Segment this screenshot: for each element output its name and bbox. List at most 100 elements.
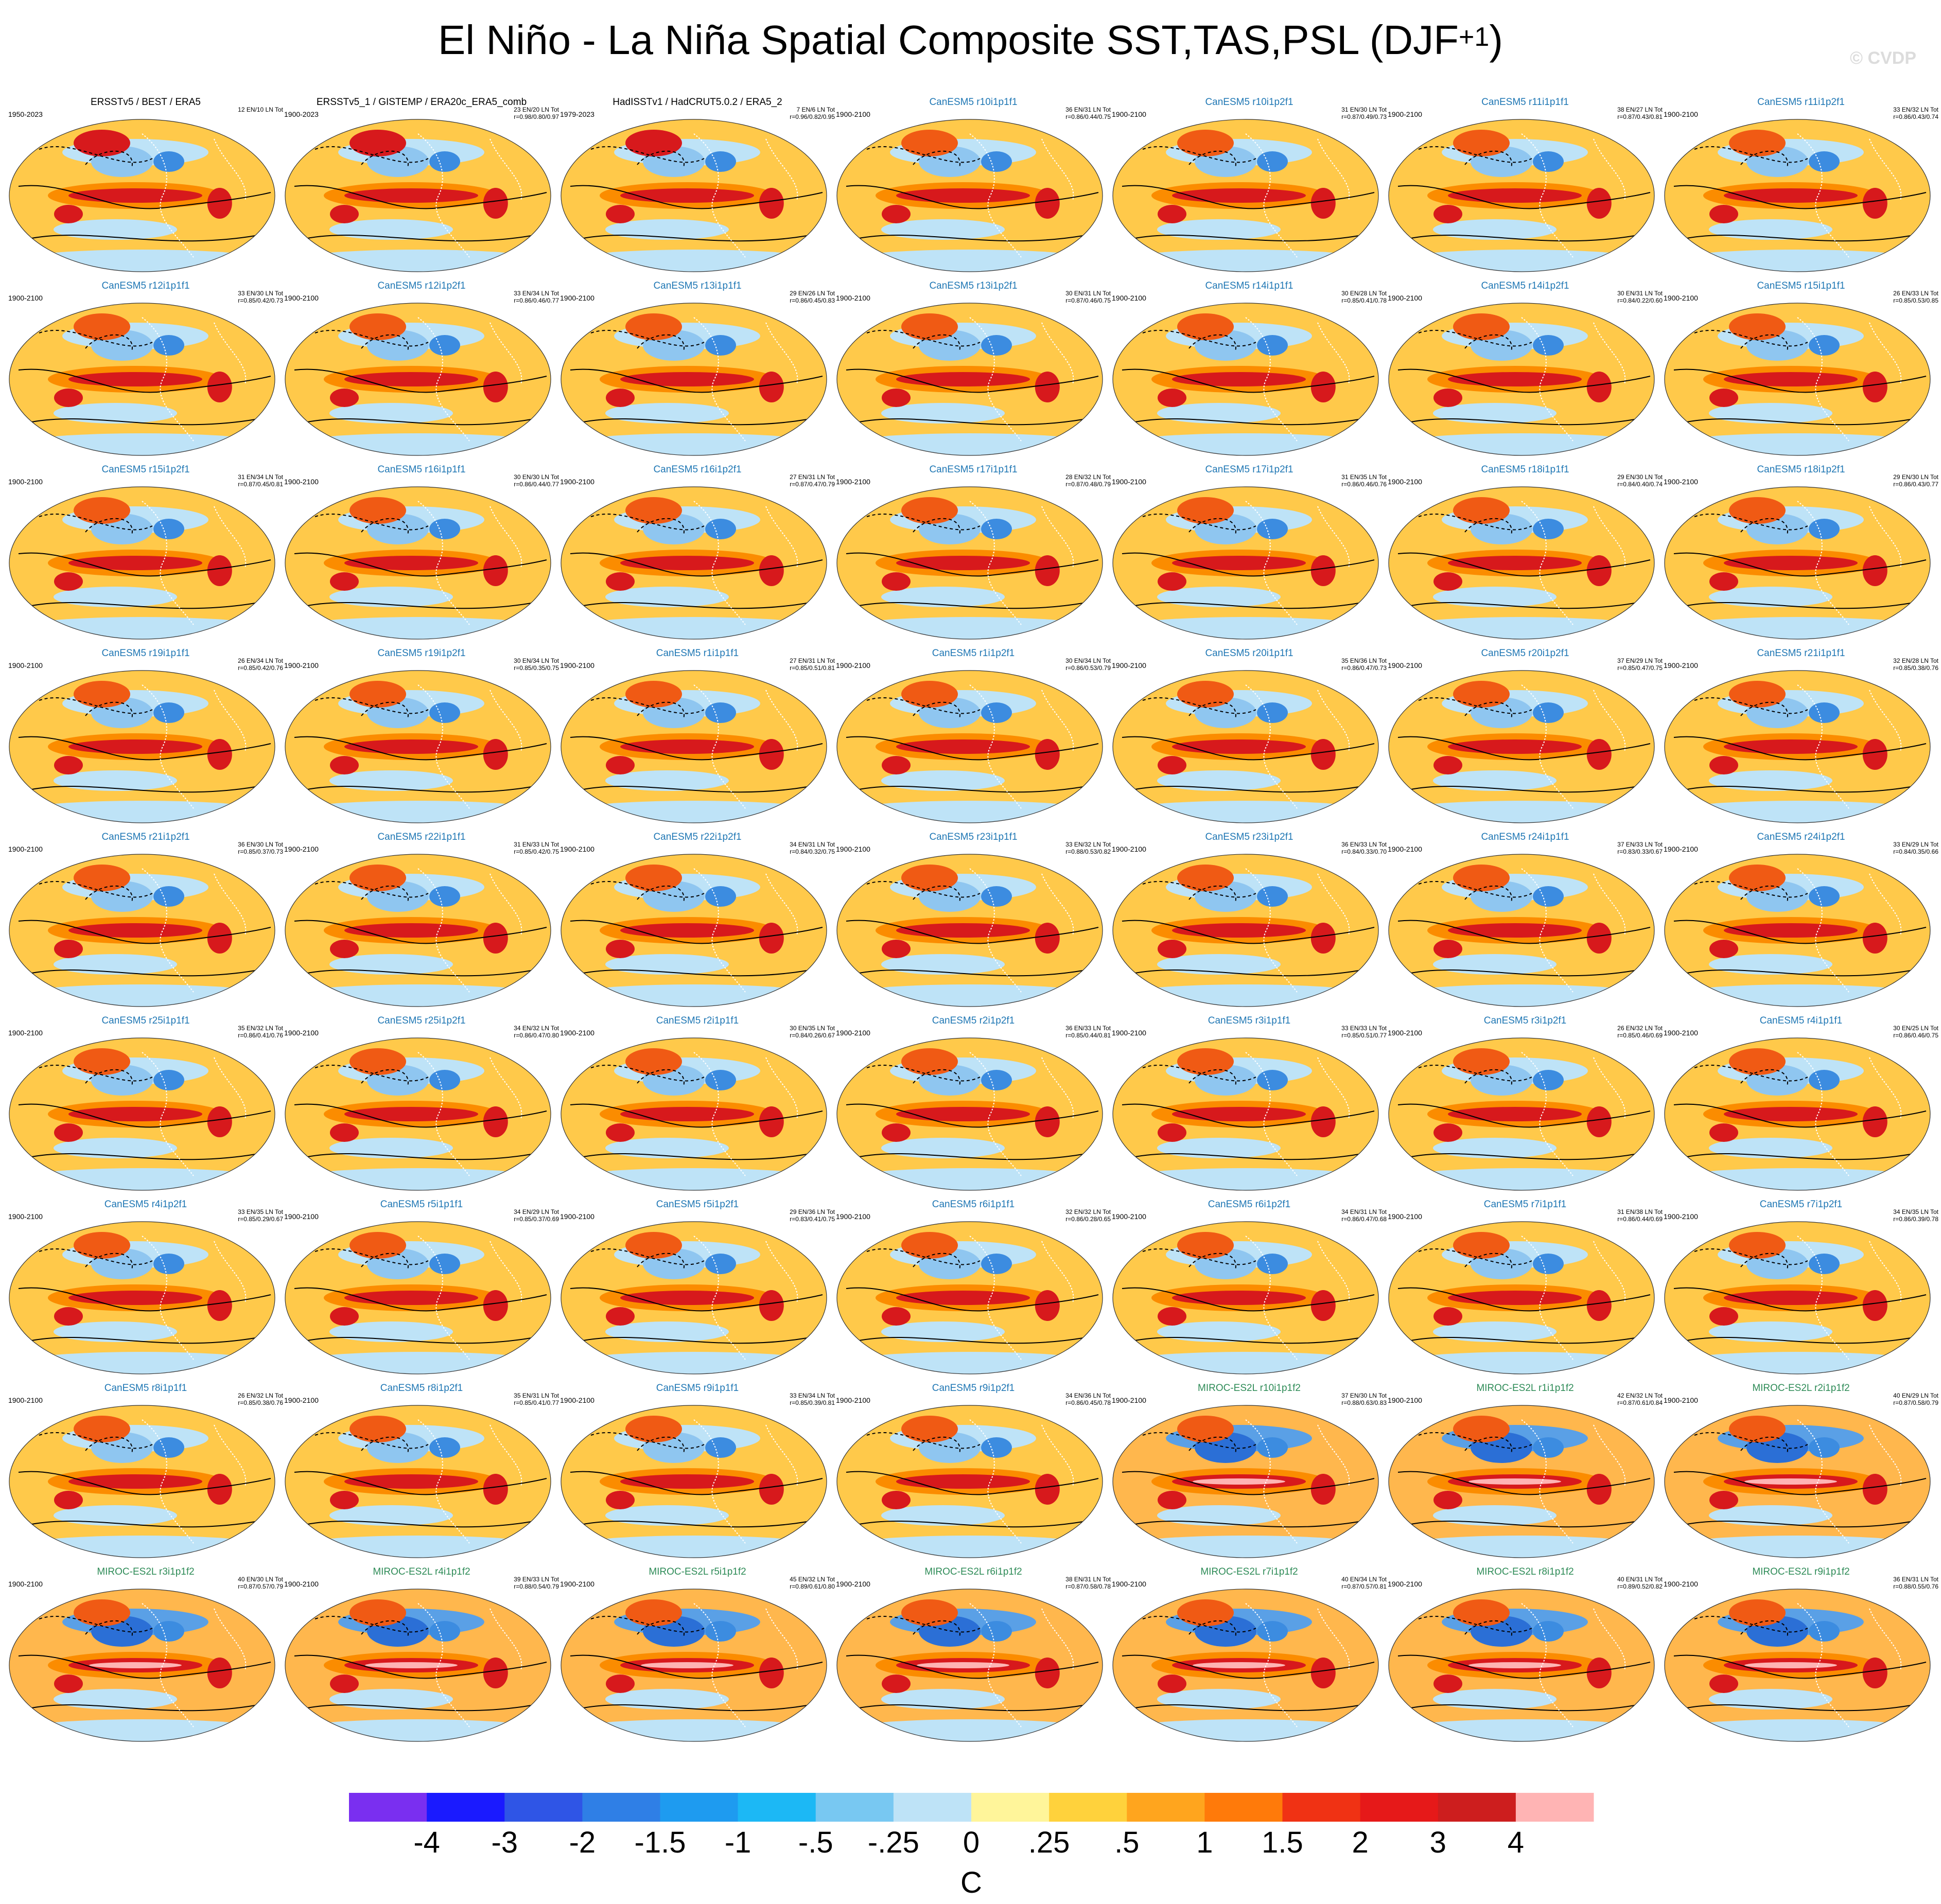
panel-title: CanESM5 r2i1p1f1 (656, 1015, 739, 1026)
australia-warm-anomaly (882, 389, 911, 407)
map-panel: CanESM5 r8i1p2f1 1900-2100 35 EN/31 LN Tot… (284, 1383, 559, 1565)
south-pacific-cool-arc (1433, 1138, 1557, 1158)
panel-pattern-correlation: r=0.87/0.45/0.81 (238, 481, 283, 488)
panel-period: 1900-2100 (284, 1212, 319, 1221)
psl-contour-2 (590, 881, 705, 898)
panel-pattern-correlation: r=0.84/0.35/0.66 (1893, 848, 1938, 855)
map-border (836, 854, 1103, 1007)
north-america-cool-anomaly (1533, 1437, 1564, 1458)
panel-pattern-correlation: r=0.86/0.47/0.68 (1341, 1215, 1387, 1223)
psl-contour-3 (28, 418, 256, 426)
composite-map (561, 1221, 827, 1374)
composite-map (561, 1589, 827, 1742)
psl-contour-2 (590, 146, 705, 163)
panel-stats: 37 EN/33 LN Tot r=0.83/0.33/0.67 (1617, 841, 1663, 855)
alaska-warm-anomaly (349, 1416, 406, 1442)
north-america-cool-anomaly (705, 1254, 736, 1274)
panel-stats: 35 EN/36 LN Tot r=0.86/0.47/0.73 (1341, 657, 1387, 672)
panel-event-count: 45 EN/32 LN Tot (790, 1576, 835, 1583)
map-border (1388, 1405, 1655, 1558)
map-panel: CanESM5 r13i1p2f1 1900-2100 30 EN/31 LN To… (836, 280, 1111, 463)
map-panel: CanESM5 r22i1p1f1 1900-2100 31 EN/33 LN To… (284, 832, 559, 1014)
enso-core (620, 556, 754, 570)
psl-contour-1 (294, 1471, 547, 1495)
panel-title: CanESM5 r15i1p1f1 (1757, 280, 1845, 291)
coastline (1797, 1236, 1902, 1360)
enso-core (620, 739, 754, 754)
panel-pattern-correlation: r=0.85/0.51/0.77 (1341, 1032, 1387, 1039)
panel-stats: 40 EN/31 LN Tot r=0.89/0.52/0.82 (1617, 1576, 1663, 1590)
panel-period: 1900-2100 (8, 1212, 43, 1221)
panel-stats: 30 EN/30 LN Tot r=0.86/0.44/0.77 (514, 473, 559, 488)
enso-core (1724, 188, 1858, 203)
alaska-warm-anomaly (74, 1048, 130, 1075)
map-border (1112, 1405, 1379, 1558)
panel-event-count: 30 EN/35 LN Tot (790, 1025, 835, 1032)
panel-event-count: 35 EN/36 LN Tot (1341, 657, 1387, 664)
psl-contour-2 (1418, 1065, 1532, 1082)
map-panel: MIROC-ES2L r7i1p1f2 1900-2100 40 EN/34 LN … (1112, 1566, 1387, 1749)
panel-stats: 30 EN/31 LN Tot r=0.87/0.46/0.75 (1065, 290, 1111, 304)
panel-title: CanESM5 r10i1p1f1 (929, 97, 1018, 108)
coastline (969, 501, 1074, 625)
psl-contour-2 (866, 146, 981, 163)
panel-title: CanESM5 r21i1p2f1 (101, 832, 190, 842)
psl-contour-1 (570, 552, 823, 577)
south-america-warm-anomaly (483, 923, 508, 954)
south-america-warm-anomaly (1862, 1658, 1887, 1688)
map-border (561, 303, 827, 456)
composite-map (285, 854, 551, 1007)
panel-event-count: 33 EN/35 LN Tot (238, 1208, 283, 1215)
north-america-cool-anomaly (153, 519, 184, 539)
alaska-warm-anomaly (74, 681, 130, 708)
psl-contour-2 (1142, 514, 1256, 531)
panel-period: 1900-2100 (1112, 110, 1146, 118)
psl-contour-3 (1684, 235, 1911, 242)
psl-contour-2 (1142, 881, 1256, 898)
south-pacific-cool-arc (881, 1505, 1005, 1526)
psl-contour-2 (590, 1616, 705, 1633)
panel-period: 1900-2100 (1112, 661, 1146, 669)
australia-warm-anomaly (1709, 1307, 1738, 1326)
panel-title: ERSSTv5 / BEST / ERA5 (90, 97, 201, 108)
alaska-warm-anomaly (349, 865, 406, 891)
enso-core (344, 923, 478, 938)
psl-contour-1 (18, 920, 271, 944)
alaska-warm-anomaly (1729, 1599, 1786, 1626)
psl-contour-4 (913, 518, 960, 536)
north-america-cool-anomaly (1257, 886, 1288, 907)
map-panel: CanESM5 r22i1p2f1 1900-2100 34 EN/31 LN To… (560, 832, 835, 1014)
panel-stats: 38 EN/27 LN Tot r=0.87/0.43/0.81 (1617, 106, 1663, 120)
coastline (1245, 1603, 1350, 1727)
south-america-warm-anomaly (1310, 1474, 1336, 1505)
psl-contour-4 (1740, 1253, 1788, 1271)
psl-contour-4 (913, 150, 960, 168)
psl-contour-3 (1684, 1153, 1911, 1160)
map-panel: CanESM5 r3i1p2f1 1900-2100 26 EN/32 LN Tot… (1388, 1015, 1663, 1198)
composite-map (9, 670, 275, 823)
alaska-warm-anomaly (349, 1599, 406, 1626)
alaska-warm-anomaly (1453, 1599, 1510, 1626)
south-pacific-cool-arc (1709, 219, 1832, 240)
panel-event-count: 31 EN/33 LN Tot (514, 841, 559, 848)
south-pacific-cool-arc (1433, 770, 1557, 791)
south-america-warm-anomaly (1035, 372, 1060, 402)
panel-event-count: 30 EN/31 LN Tot (1065, 290, 1111, 297)
panel-title: CanESM5 r11i1p1f1 (1481, 97, 1569, 108)
coastline (969, 317, 1074, 442)
coastline (1521, 684, 1626, 809)
panel-pattern-correlation: r=0.85/0.42/0.75 (514, 848, 559, 855)
south-america-warm-anomaly (759, 923, 784, 954)
south-pacific-cool-arc (881, 1138, 1005, 1158)
enso-core (1448, 739, 1582, 754)
map-panel: CanESM5 r13i1p1f1 1900-2100 29 EN/26 LN To… (560, 280, 835, 463)
south-pacific-cool-arc (1433, 954, 1557, 975)
psl-contour-1 (1397, 1287, 1651, 1312)
south-pacific-cool-arc (54, 954, 177, 975)
panel-event-count: 36 EN/30 LN Tot (238, 841, 283, 848)
psl-contour-3 (304, 1337, 532, 1344)
north-america-cool-anomaly (429, 1070, 460, 1090)
coastline (1521, 1052, 1626, 1176)
north-america-cool-anomaly (981, 1254, 1012, 1274)
psl-contour-3 (1132, 418, 1359, 426)
